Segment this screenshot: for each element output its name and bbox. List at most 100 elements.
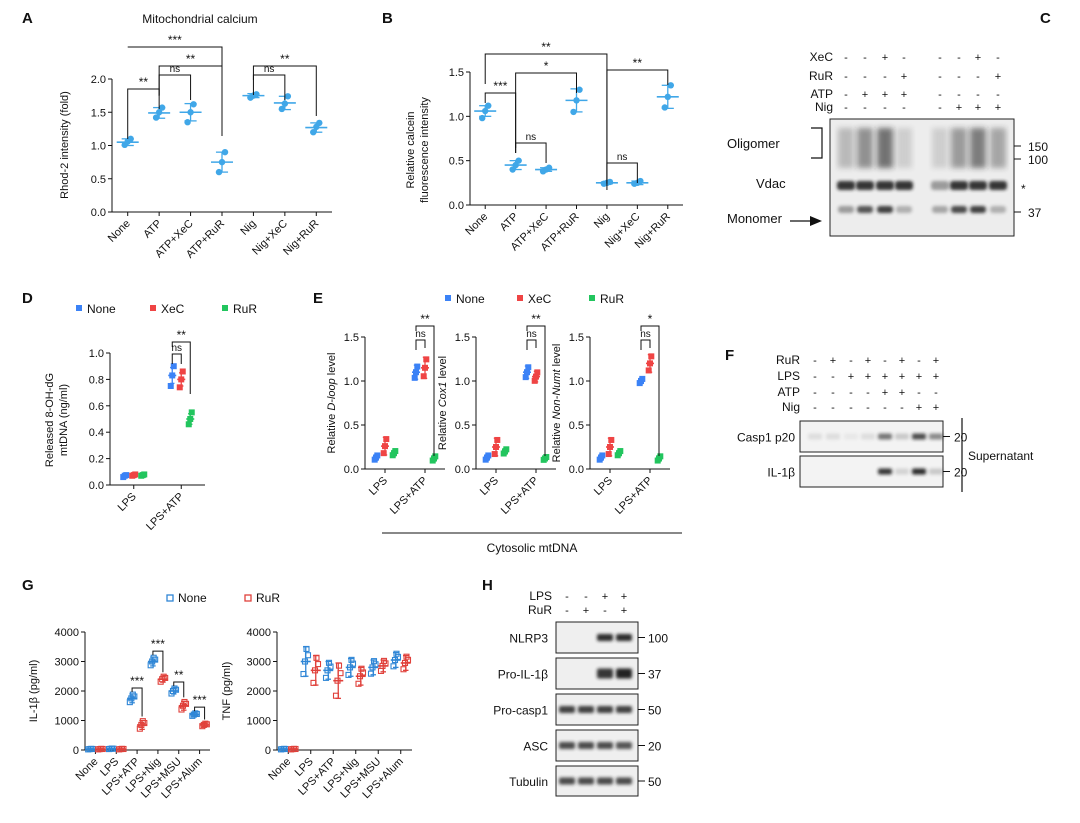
y-tick-label: 0.5 — [91, 174, 106, 186]
treatment-sign: - — [934, 387, 938, 399]
treatment-sign: + — [830, 355, 836, 367]
y-label-part: Non-Numt — [551, 368, 563, 419]
mw-label: 37 — [1028, 206, 1042, 220]
treatment-sign: + — [621, 605, 627, 617]
data-point — [522, 374, 529, 381]
data-point — [192, 710, 199, 717]
data-point — [337, 670, 344, 677]
x-tick-label: ATP — [141, 218, 164, 241]
significance-bracket — [252, 74, 286, 100]
significance-bracket — [526, 325, 546, 456]
data-point — [284, 93, 292, 100]
treatment-sign: - — [883, 102, 887, 114]
data-point — [304, 652, 312, 659]
significance-label: ns — [415, 329, 426, 340]
monomer-band — [877, 206, 893, 213]
data-point — [314, 661, 322, 668]
monomer-band — [951, 206, 967, 213]
data-point — [493, 444, 499, 450]
y-tick-label: 0.0 — [344, 464, 359, 476]
blot-band — [929, 468, 943, 475]
treatment-sign: - — [584, 591, 588, 603]
significance-label: *** — [493, 79, 507, 93]
blot-band — [616, 668, 632, 679]
significance-label: ** — [420, 312, 430, 326]
significance-label: *** — [130, 674, 144, 688]
significance-label: ns — [640, 329, 651, 340]
data-point — [413, 369, 419, 376]
data-point — [515, 157, 522, 164]
treatment-label: ATP — [811, 87, 833, 101]
y-axis-label: Rhod-2 intensity (fold) — [59, 91, 71, 199]
y-tick-label: 0.5 — [449, 156, 464, 168]
x-tick-label: LPS+ATP — [499, 475, 541, 517]
significance-bracket — [127, 88, 160, 139]
treatment-sign: + — [933, 402, 939, 414]
treatment-label: Nig — [782, 400, 800, 414]
treatment-sign: + — [899, 387, 905, 399]
significance-bracket — [515, 142, 547, 163]
data-point — [136, 725, 143, 732]
monomer-band — [970, 206, 986, 213]
legend-marker — [517, 295, 523, 301]
treatment-sign: - — [917, 355, 921, 367]
treatment-sign: - — [849, 402, 853, 414]
x-tick-label: None — [106, 218, 133, 245]
blot-band — [578, 777, 594, 785]
blot-frame — [799, 455, 944, 488]
x-tick-label: LPS+ATP — [613, 475, 655, 517]
blot-band — [597, 634, 613, 641]
treatment-sign: - — [938, 71, 942, 83]
treatment-sign: + — [901, 71, 907, 83]
data-point — [576, 86, 583, 93]
blot-band — [559, 742, 575, 749]
legend-label: None — [456, 292, 485, 306]
legend-label: None — [178, 591, 207, 605]
blot-label: Pro-casp1 — [493, 704, 548, 718]
y-tick-label: 4000 — [247, 627, 271, 639]
mw-label: 37 — [648, 668, 662, 682]
panel-title: Mitochondrial calcium — [142, 12, 257, 26]
significance-label: *** — [193, 693, 207, 707]
treatment-sign: - — [863, 52, 867, 64]
data-point — [531, 377, 538, 384]
data-point — [667, 82, 674, 89]
data-point — [494, 436, 501, 443]
mw-label: 20 — [954, 466, 968, 480]
y-tick-label: 1000 — [247, 716, 271, 728]
blot-label: NLRP3 — [509, 632, 548, 646]
data-point — [392, 448, 399, 455]
y-tick-label: 2000 — [247, 686, 271, 698]
treatment-label: ATP — [778, 385, 800, 399]
data-point — [181, 698, 188, 706]
oligomer-band — [932, 128, 948, 168]
data-point — [607, 444, 613, 450]
treatment-sign: + — [621, 591, 627, 603]
data-point — [414, 363, 421, 370]
data-point — [524, 369, 530, 376]
significance-bracket — [515, 72, 577, 153]
treatment-sign: - — [976, 71, 980, 83]
data-point — [334, 677, 341, 684]
data-point — [645, 367, 652, 374]
blot-band — [597, 706, 613, 713]
treatment-sign: - — [996, 52, 1000, 64]
data-point — [608, 436, 615, 443]
data-point — [322, 674, 330, 681]
data-point — [218, 158, 226, 166]
data-point — [313, 654, 320, 661]
y-tick-label: 1000 — [55, 716, 79, 728]
y-tick-label: 1.5 — [91, 107, 106, 119]
data-point — [129, 691, 136, 698]
mw-label: 20 — [648, 740, 662, 754]
treatment-label: RuR — [776, 353, 800, 367]
blot-band — [878, 433, 892, 440]
blot-label: Monomer — [727, 211, 783, 226]
panel-d: None XeC RuR Released 8-OH-dG mtDNA (ng/ml) 0… — [44, 302, 257, 533]
panel-c: XeC - - + - - - + -RuR - - - + - - - +ATP - + + + - - - -Nig - - - -… — [727, 50, 1048, 237]
panel-letter-B: B — [382, 10, 393, 27]
y-tick-label: 0.0 — [449, 200, 464, 212]
blot-band — [578, 706, 594, 713]
treatment-label: LPS — [529, 589, 552, 603]
data-point — [393, 650, 400, 657]
